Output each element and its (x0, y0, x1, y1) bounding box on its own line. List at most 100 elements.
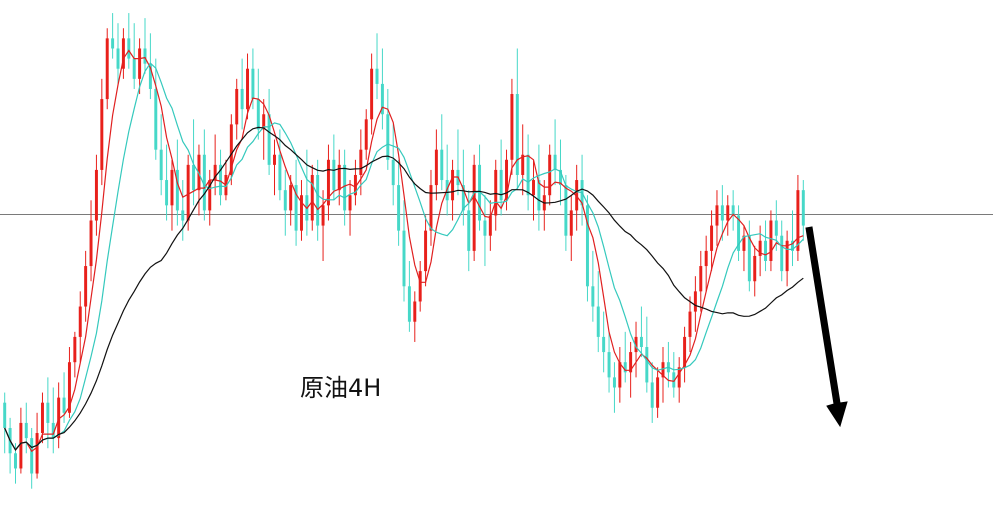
candle-body (181, 210, 185, 221)
candle (737, 205, 741, 261)
candle-body (219, 164, 223, 196)
candle-body (440, 149, 444, 181)
candle (165, 144, 169, 221)
candle (494, 159, 498, 231)
forecast-arrow (805, 226, 848, 428)
candle (753, 245, 757, 297)
candle-body (273, 154, 276, 165)
candle (688, 296, 692, 353)
candle-body (321, 205, 325, 226)
candle-body (235, 88, 239, 125)
candle (310, 164, 314, 231)
candle (235, 78, 239, 140)
candle (699, 250, 703, 312)
candle (132, 23, 136, 89)
candle-body (78, 306, 82, 337)
candle-body (434, 149, 438, 186)
candle-body (397, 185, 401, 231)
candle-body (483, 220, 487, 236)
ma-fast-line (4, 49, 804, 453)
candle-body (213, 164, 217, 181)
candle (791, 210, 794, 267)
candle (240, 58, 244, 130)
candle (89, 200, 93, 282)
candle-body (769, 220, 773, 261)
candle (46, 377, 50, 449)
candle (321, 190, 325, 261)
candle (348, 180, 352, 236)
candle-body (634, 336, 638, 353)
candle-body (35, 433, 39, 474)
candle-body (677, 367, 681, 388)
candle (639, 306, 643, 358)
candle (121, 28, 125, 79)
candle (159, 114, 163, 196)
candle-body (645, 347, 649, 383)
candle (78, 291, 82, 363)
candle-body (402, 230, 406, 287)
candle (532, 159, 535, 221)
candle-body (612, 377, 616, 388)
candle (769, 210, 773, 272)
candle-body (132, 58, 136, 79)
candle (127, 13, 131, 69)
candle-body (672, 372, 676, 388)
candle-body (326, 159, 330, 206)
candle-body (704, 250, 708, 267)
candle (510, 78, 514, 175)
candle-body (715, 205, 719, 226)
candle-body (488, 215, 492, 236)
ma-slow-line (4, 126, 804, 451)
candle-body (558, 169, 562, 186)
candle (693, 276, 697, 332)
candle-body (661, 362, 665, 378)
candle (710, 210, 714, 272)
candle-body (407, 286, 411, 322)
candle-body (105, 38, 109, 100)
candle (375, 33, 379, 100)
candle (299, 180, 303, 241)
candle-body (553, 154, 557, 170)
candle (796, 174, 800, 261)
candle-body (294, 185, 298, 231)
candle (596, 271, 600, 353)
candle (51, 387, 55, 454)
candle-body (472, 164, 476, 251)
candle-body (165, 180, 169, 206)
candle (607, 331, 611, 393)
candle-body (791, 240, 794, 251)
candle (57, 382, 61, 449)
candle-body (299, 195, 303, 231)
candle-body (19, 422, 23, 469)
candle-body (67, 362, 71, 413)
candle-body (100, 99, 104, 170)
candle (472, 154, 476, 261)
candle-body (89, 220, 93, 267)
candle (413, 291, 417, 342)
candle (391, 124, 395, 206)
candle (294, 159, 298, 246)
candle-body (111, 38, 115, 49)
candle (19, 407, 23, 474)
candle-body (683, 336, 687, 368)
candle-body (602, 336, 606, 353)
candle-body (607, 352, 611, 378)
candle-body (186, 164, 190, 221)
candle-body (57, 397, 61, 439)
candle-body (731, 205, 735, 216)
candle-body (391, 159, 395, 186)
candle-body (310, 174, 314, 221)
candle-body (753, 255, 757, 282)
candle-body (51, 422, 55, 439)
candle (537, 144, 541, 231)
candle-body (785, 240, 789, 272)
candle (364, 109, 368, 160)
candle-body (116, 48, 120, 69)
candle-body (737, 215, 741, 251)
candle (148, 33, 152, 100)
candle-body (208, 180, 212, 211)
candle-body (62, 397, 66, 413)
candle (386, 88, 390, 170)
candle-body (461, 185, 465, 211)
candle (553, 119, 557, 186)
